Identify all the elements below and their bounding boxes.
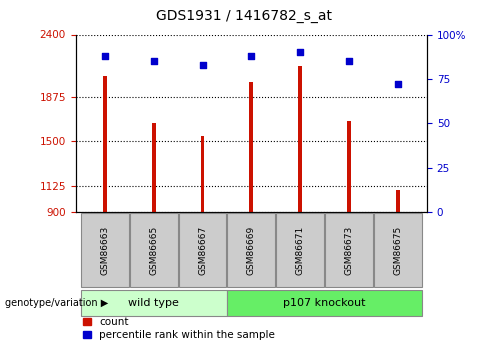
Text: wild type: wild type — [128, 298, 179, 308]
Text: GSM86667: GSM86667 — [198, 226, 207, 275]
Bar — [103, 76, 107, 212]
FancyBboxPatch shape — [81, 289, 227, 316]
FancyBboxPatch shape — [276, 213, 324, 287]
Point — [101, 53, 109, 59]
Text: GSM86663: GSM86663 — [101, 226, 109, 275]
Text: GSM86665: GSM86665 — [149, 226, 158, 275]
Point — [247, 53, 255, 59]
Text: GDS1931 / 1416782_s_at: GDS1931 / 1416782_s_at — [156, 9, 332, 23]
Bar — [396, 190, 400, 212]
Bar — [298, 67, 302, 212]
Bar — [152, 124, 156, 212]
Text: GSM86669: GSM86669 — [247, 226, 256, 275]
Bar — [347, 121, 351, 212]
Text: genotype/variation ▶: genotype/variation ▶ — [5, 298, 108, 308]
FancyBboxPatch shape — [130, 213, 178, 287]
FancyBboxPatch shape — [374, 213, 422, 287]
Bar — [249, 82, 253, 212]
Point — [345, 58, 353, 64]
Legend: count, percentile rank within the sample: count, percentile rank within the sample — [83, 317, 275, 340]
FancyBboxPatch shape — [325, 213, 373, 287]
Bar — [201, 136, 204, 212]
Point — [199, 62, 206, 68]
Text: GSM86675: GSM86675 — [393, 226, 402, 275]
Point — [296, 50, 304, 55]
FancyBboxPatch shape — [227, 213, 275, 287]
Point — [394, 81, 402, 87]
Text: p107 knockout: p107 knockout — [283, 298, 366, 308]
FancyBboxPatch shape — [179, 213, 226, 287]
FancyBboxPatch shape — [227, 289, 422, 316]
Point — [150, 58, 158, 64]
Text: GSM86673: GSM86673 — [345, 226, 353, 275]
FancyBboxPatch shape — [81, 213, 129, 287]
Text: GSM86671: GSM86671 — [296, 226, 305, 275]
